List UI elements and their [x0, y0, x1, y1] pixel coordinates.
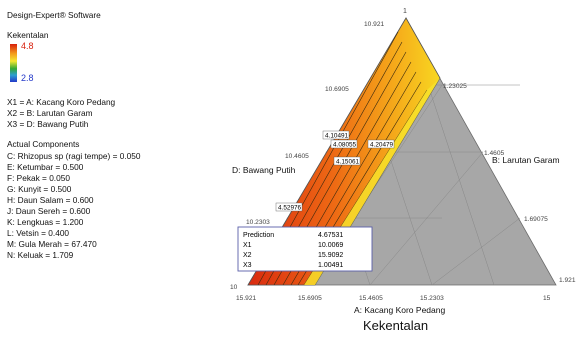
tick-label-a: 15.2303	[420, 295, 444, 302]
prediction-x2-label: X2	[243, 252, 252, 259]
tick-label-a: 15.6905	[298, 295, 322, 302]
axis-title-a: A: Kacang Koro Pedang	[354, 305, 445, 315]
actual-component-l: L: Vetsin = 0.400	[7, 228, 70, 239]
legend-low-value: 2.8	[21, 73, 34, 84]
contour-label: 4.52976	[278, 205, 302, 212]
prediction-label: Prediction	[243, 232, 274, 239]
axis-title-b: B: Larutan Garam	[492, 155, 560, 165]
prediction-box: Prediction 4.67531 X1 10.0069 X2 15.9092…	[237, 226, 373, 272]
tick-label-d: 10	[230, 284, 238, 291]
tick-label-b: 1.23025	[443, 83, 467, 90]
actual-component-h: H: Daun Salam = 0.600	[7, 194, 94, 205]
prediction-x1-label: X1	[243, 242, 252, 249]
vertex-label-top: 1	[403, 8, 407, 15]
contour-label: 4.15061	[336, 159, 360, 166]
legend-gradient-bar	[10, 44, 17, 83]
prediction-x1-value: 10.0069	[318, 242, 343, 249]
tick-label-a: 15	[543, 295, 551, 302]
contour-label: 4.08055	[333, 142, 357, 149]
response-name: Kekentalan	[7, 30, 49, 41]
axis-title-d: D: Bawang Putih	[232, 165, 296, 175]
contour-label-group: 4.10491 4.08055 4.20479 4.15061 4.52976	[275, 130, 395, 212]
actual-component-m: M: Gula Merah = 67.470	[7, 239, 97, 250]
tick-label-a: 15.4605	[359, 295, 383, 302]
actual-component-k: K: Lengkuas = 1.200	[7, 217, 84, 228]
chart-title: Kekentalan	[363, 318, 429, 333]
tick-label-b: 1.69075	[524, 216, 548, 223]
prediction-x2-value: 15.9092	[318, 252, 343, 259]
actual-component-j: J: Daun Sereh = 0.600	[7, 206, 91, 217]
actual-component-e: E: Ketumbar = 0.500	[7, 161, 84, 172]
tick-label-d: 10.4605	[285, 153, 309, 160]
prediction-value: 4.67531	[318, 232, 343, 239]
tick-label-d: 10.2303	[246, 219, 270, 226]
tick-label-a: 15.921	[236, 295, 257, 302]
contour-label: 4.10491	[325, 133, 349, 140]
color-legend: 4.8 2.8	[7, 41, 207, 88]
tick-label-d: 10.921	[364, 21, 385, 28]
actual-component-n: N: Keluak = 1.709	[7, 250, 74, 261]
actual-component-c: C: Rhizopus sp (ragi tempe) = 0.050	[7, 150, 141, 161]
tick-label-b: 1.921	[559, 277, 576, 284]
actual-components-title: Actual Components	[7, 139, 80, 150]
actual-component-g: G: Kunyit = 0.500	[7, 183, 72, 194]
factor-x2: X2 = B: Larutan Garam	[7, 108, 93, 119]
axis-b-ticks: 1.23025 1.4605 1.69075 1.921	[443, 83, 576, 284]
factor-x1: X1 = A: Kacang Koro Pedang	[7, 97, 116, 108]
contour-label: 4.20479	[370, 142, 394, 149]
tick-label-d: 10.6905	[325, 86, 349, 93]
prediction-x3-label: X3	[243, 262, 252, 269]
legend-high-value: 4.8	[21, 41, 34, 52]
axis-a-ticks: 15.921 15.6905 15.4605 15.2303 15	[236, 295, 551, 302]
prediction-x3-value: 1.00491	[318, 262, 343, 269]
factor-x3: X3 = D: Bawang Putih	[7, 119, 89, 130]
tick-label-b: 1.4605	[484, 150, 505, 157]
software-label: Design-Expert® Software	[7, 10, 101, 20]
sidebar-info: Design-Expert® Software Kekentalan 4.8 2…	[7, 10, 207, 262]
actual-component-f: F: Pekak = 0.050	[7, 172, 70, 183]
axis-d-ticks: 10.921 10.6905 10.4605 10.2303 10	[230, 21, 385, 291]
